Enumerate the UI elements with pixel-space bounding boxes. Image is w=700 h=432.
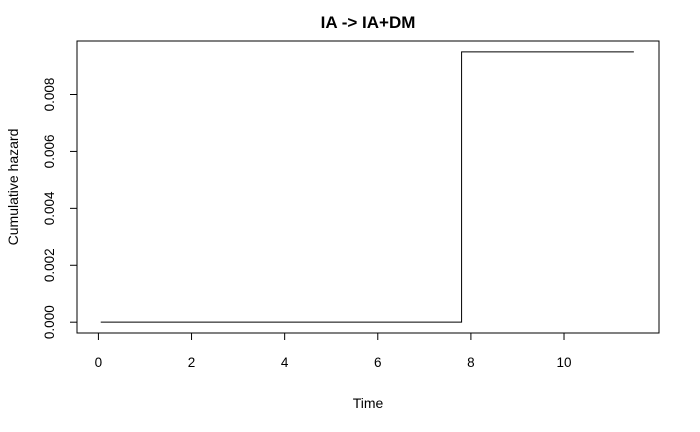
chart-title: IA -> IA+DM [321,13,416,32]
x-tick-label: 6 [374,355,382,370]
y-axis-label: Cumulative hazard [5,129,21,246]
y-tick-label: 0.002 [42,248,57,282]
y-tick-label: 0.008 [42,78,57,112]
y-axis: 0.000 0.002 0.004 0.006 0.008 [42,78,78,339]
x-axis-label: Time [353,395,384,411]
y-tick-label: 0.000 [42,305,57,339]
y-tick-label: 0.006 [42,135,57,169]
x-tick-label: 0 [95,355,103,370]
x-axis: 0 2 4 6 8 10 [95,332,572,370]
x-tick-label: 8 [467,355,475,370]
x-tick-label: 4 [281,355,289,370]
x-tick-label: 2 [188,355,196,370]
cumulative-hazard-step-line [100,51,634,323]
plot-frame [76,40,660,334]
x-tick-label: 10 [557,355,572,370]
y-tick-label: 0.004 [42,191,57,225]
series-layer [100,51,634,323]
